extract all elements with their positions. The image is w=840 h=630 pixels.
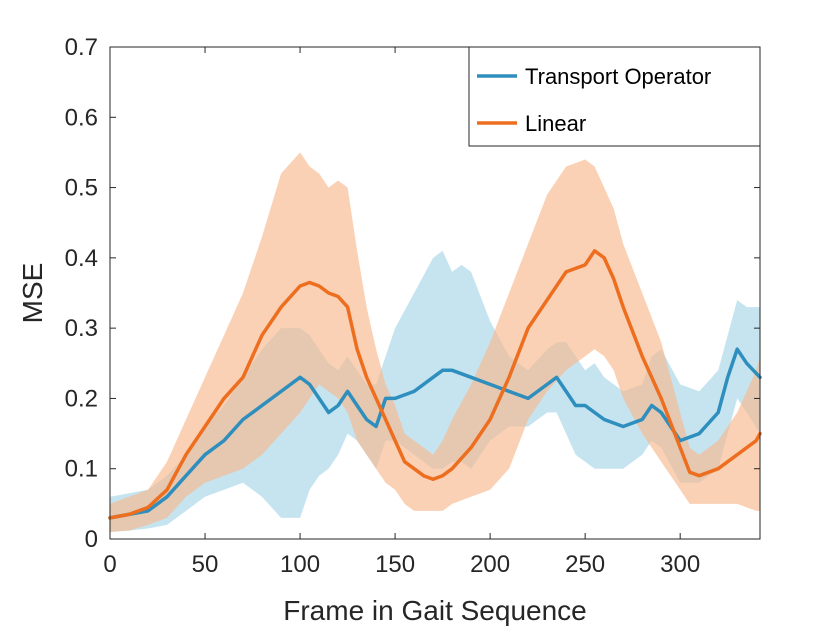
x-axis-label: Frame in Gait Sequence	[283, 595, 587, 626]
x-tick-label: 100	[280, 551, 320, 578]
x-tick-label: 250	[565, 551, 605, 578]
y-tick-label: 0.6	[65, 104, 98, 131]
plot-frame	[109, 46, 761, 540]
y-axis-ticks: 0 0.1 0.2 0.3 0.4 0.5 0.6 0.7	[65, 34, 760, 553]
y-tick-label: 0.7	[65, 34, 98, 61]
y-tick-label: 0.1	[65, 456, 98, 483]
y-tick-label: 0.5	[65, 175, 98, 202]
transport-operator-band	[110, 250, 760, 533]
linear-band	[110, 152, 760, 532]
y-tick-label: 0.2	[65, 385, 98, 412]
confidence-bands	[110, 152, 760, 533]
x-axis-ticks: 0 50 100 150 200 250 300	[103, 47, 700, 578]
x-tick-label: 0	[103, 551, 116, 578]
x-tick-label: 300	[660, 551, 700, 578]
y-tick-label: 0.3	[65, 315, 98, 342]
transport-operator-line	[108, 347, 762, 520]
mean-lines	[108, 249, 762, 520]
y-tick-label: 0.4	[65, 245, 98, 272]
x-tick-label: 50	[192, 551, 219, 578]
linear-line	[108, 249, 762, 520]
legend-label-linear: Linear	[525, 111, 586, 136]
y-axis-label: MSE	[17, 263, 48, 324]
x-tick-label: 200	[470, 551, 510, 578]
x-tick-label: 150	[375, 551, 415, 578]
legend-box	[468, 46, 761, 147]
legend-label-transport-operator: Transport Operator	[525, 64, 711, 89]
y-tick-label: 0	[85, 526, 98, 553]
legend: Transport Operator Linear	[468, 46, 761, 147]
